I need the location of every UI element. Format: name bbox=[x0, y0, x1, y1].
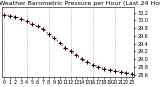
Title: Milwaukee Weather Barometric Pressure per Hour (Last 24 Hours): Milwaukee Weather Barometric Pressure pe… bbox=[0, 1, 160, 6]
